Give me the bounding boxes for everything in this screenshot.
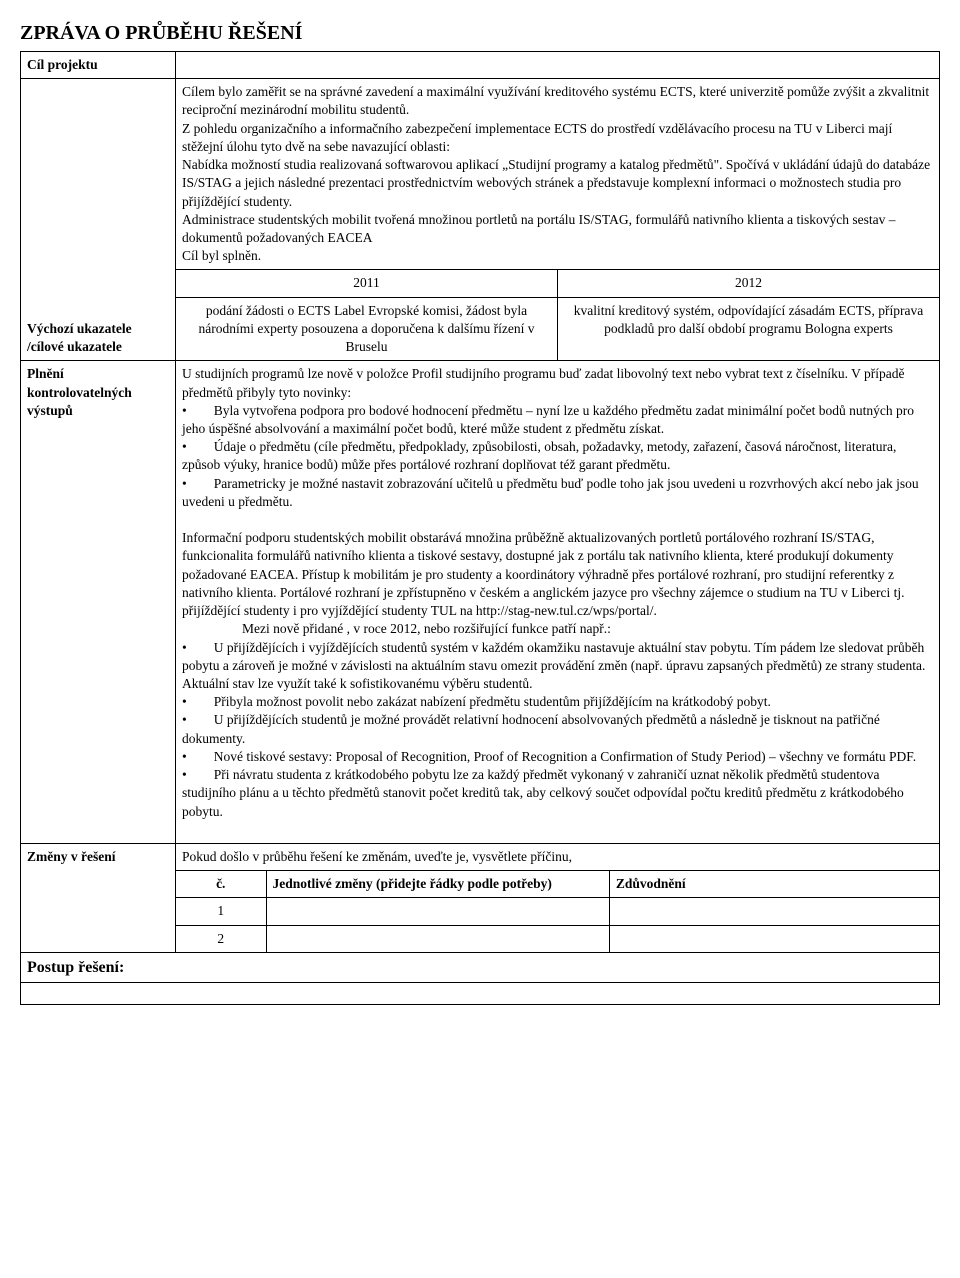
- year-2012-cell: kvalitní kreditový systém, odpovídající …: [558, 297, 940, 360]
- vychozi-p2: Z pohledu organizačního a informačního z…: [182, 120, 933, 156]
- plneni-bullet-a2: • Údaje o předmětu (cíle předmětu, předp…: [182, 438, 933, 474]
- zmeny-label: Změny v řešení: [21, 843, 176, 952]
- zmeny-header-reason: Zdůvodnění: [609, 871, 939, 898]
- plneni-mid-line2: Mezi nově přidané , v roce 2012, nebo ro…: [182, 620, 933, 638]
- postup-content: [21, 983, 940, 1005]
- vychozi-ukazatele-label: Výchozí ukazatele /cílové ukazatele: [21, 79, 176, 361]
- plneni-bullet-b3: • U přijíždějících studentů je možné pro…: [182, 711, 933, 747]
- vychozi-ukazatele-content: Cílem bylo zaměřit se na správné zaveden…: [176, 79, 940, 361]
- report-table: Cíl projektu Výchozí ukazatele /cílové u…: [20, 51, 940, 1005]
- zmeny-row2-reason: [609, 925, 939, 952]
- zmeny-table: č. Jednotlivé změny (přidejte řádky podl…: [176, 870, 939, 952]
- vychozi-p4: Administrace studentských mobilit tvořen…: [182, 211, 933, 247]
- zmeny-row2-num: 2: [176, 925, 266, 952]
- plneni-mid-paragraph: Informační podporu studentských mobilit …: [182, 529, 933, 620]
- cil-projektu-content: [176, 52, 940, 79]
- vychozi-paragraphs: Cílem bylo zaměřit se na správné zaveden…: [176, 79, 939, 270]
- zmeny-header-changes: Jednotlivé změny (přidejte řádky podle p…: [266, 871, 609, 898]
- vychozi-p5: Cíl byl splněn.: [182, 247, 933, 265]
- cil-projektu-label: Cíl projektu: [21, 52, 176, 79]
- plneni-bullet-b1: • U přijíždějících i vyjíždějících stude…: [182, 639, 933, 694]
- page-title: ZPRÁVA O PRŮBĚHU ŘEŠENÍ: [20, 20, 940, 47]
- year-2011-cell: podání žádosti o ECTS Label Evropské kom…: [176, 297, 558, 360]
- plneni-bullet-a1: • Byla vytvořena podpora pro bodové hodn…: [182, 402, 933, 438]
- plneni-bullet-b2: • Přibyla možnost povolit nebo zakázat n…: [182, 693, 933, 711]
- postup-label: Postup řešení:: [21, 952, 940, 983]
- zmeny-row1-num: 1: [176, 898, 266, 925]
- plneni-intro: U studijních programů lze nově v položce…: [182, 365, 933, 401]
- plneni-content: U studijních programů lze nově v položce…: [176, 361, 940, 844]
- zmeny-content: Pokud došlo v průběhu řešení ke změnám, …: [176, 843, 940, 952]
- year-2011-header: 2011: [176, 270, 558, 297]
- plneni-label: Plnění kontrolovatelných výstupů: [21, 361, 176, 844]
- vychozi-p1: Cílem bylo zaměřit se na správné zaveden…: [182, 83, 933, 119]
- year-2012-header: 2012: [558, 270, 940, 297]
- plneni-bullet-b5: • Při návratu studenta z krátkodobého po…: [182, 766, 933, 821]
- zmeny-header-c: č.: [176, 871, 266, 898]
- zmeny-row1-change: [266, 898, 609, 925]
- zmeny-row1-reason: [609, 898, 939, 925]
- zmeny-intro: Pokud došlo v průběhu řešení ke změnám, …: [176, 844, 939, 870]
- zmeny-row2-change: [266, 925, 609, 952]
- vychozi-p3: Nabídka možností studia realizovaná soft…: [182, 156, 933, 211]
- plneni-bullet-b4: • Nové tiskové sestavy: Proposal of Reco…: [182, 748, 933, 766]
- plneni-bullet-a3: • Parametricky je možné nastavit zobrazo…: [182, 475, 933, 511]
